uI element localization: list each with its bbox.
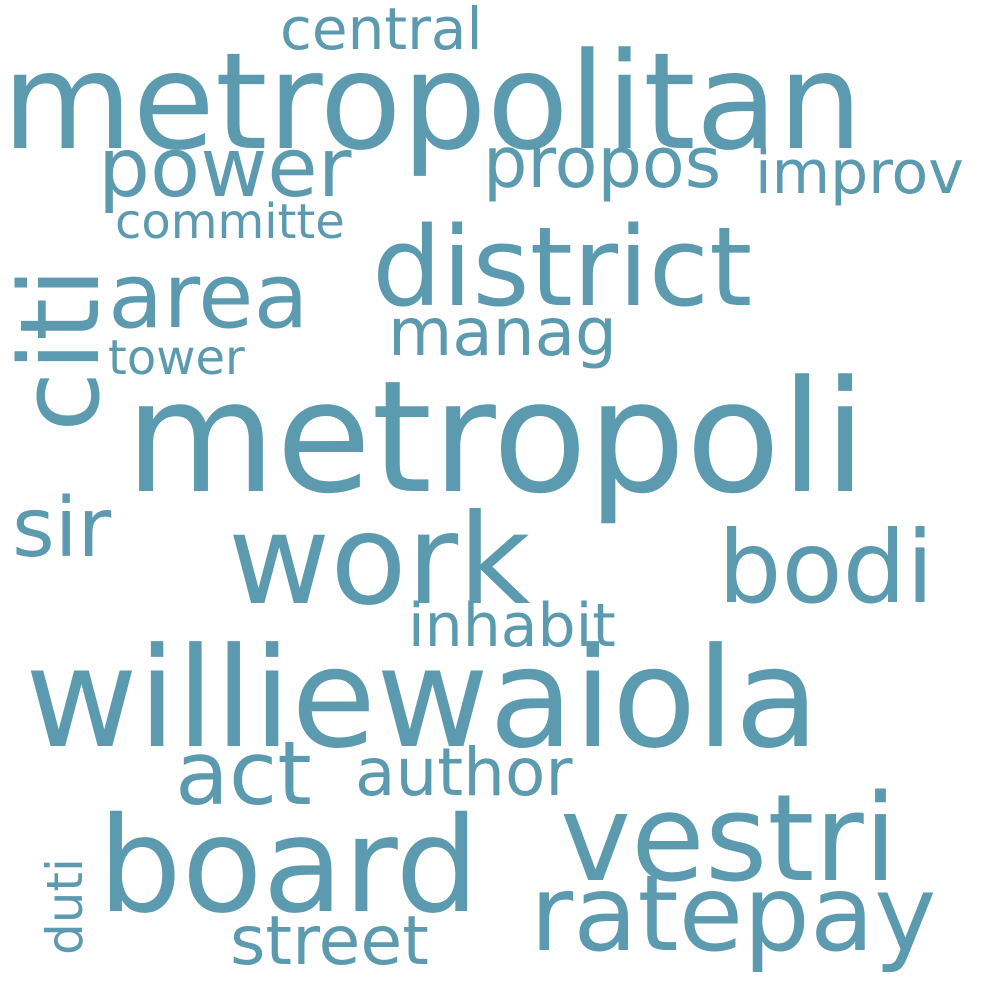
word-improv: improv (755, 138, 964, 208)
word-vestri: vestri (560, 770, 898, 909)
word-district: district (372, 203, 753, 331)
word-propos: propos (483, 122, 722, 204)
word-metropoli: metropoli (125, 347, 867, 528)
word-area: area (108, 244, 309, 349)
word-sir: sir (12, 481, 112, 576)
word-work: work (228, 488, 531, 633)
word-williewaiola: williewaiola (25, 618, 820, 779)
word-street: street (230, 902, 429, 981)
word-bodi: bodi (718, 509, 934, 626)
word-board: board (98, 789, 480, 943)
word-citi: citi (0, 267, 124, 432)
word-inhabit: inhabit (408, 591, 616, 661)
word-tower: tower (108, 330, 245, 386)
word-act: act (175, 722, 312, 825)
word-author: author (355, 734, 573, 811)
word-metropolitan: metropolitan (2, 24, 863, 180)
word-committe: committe (115, 194, 345, 250)
word-ratepay: ratepay (530, 853, 937, 975)
word-manag: manag (388, 294, 617, 371)
word-power: power (98, 121, 352, 216)
word-duti: duti (36, 858, 94, 955)
word-central: central (280, 0, 483, 63)
